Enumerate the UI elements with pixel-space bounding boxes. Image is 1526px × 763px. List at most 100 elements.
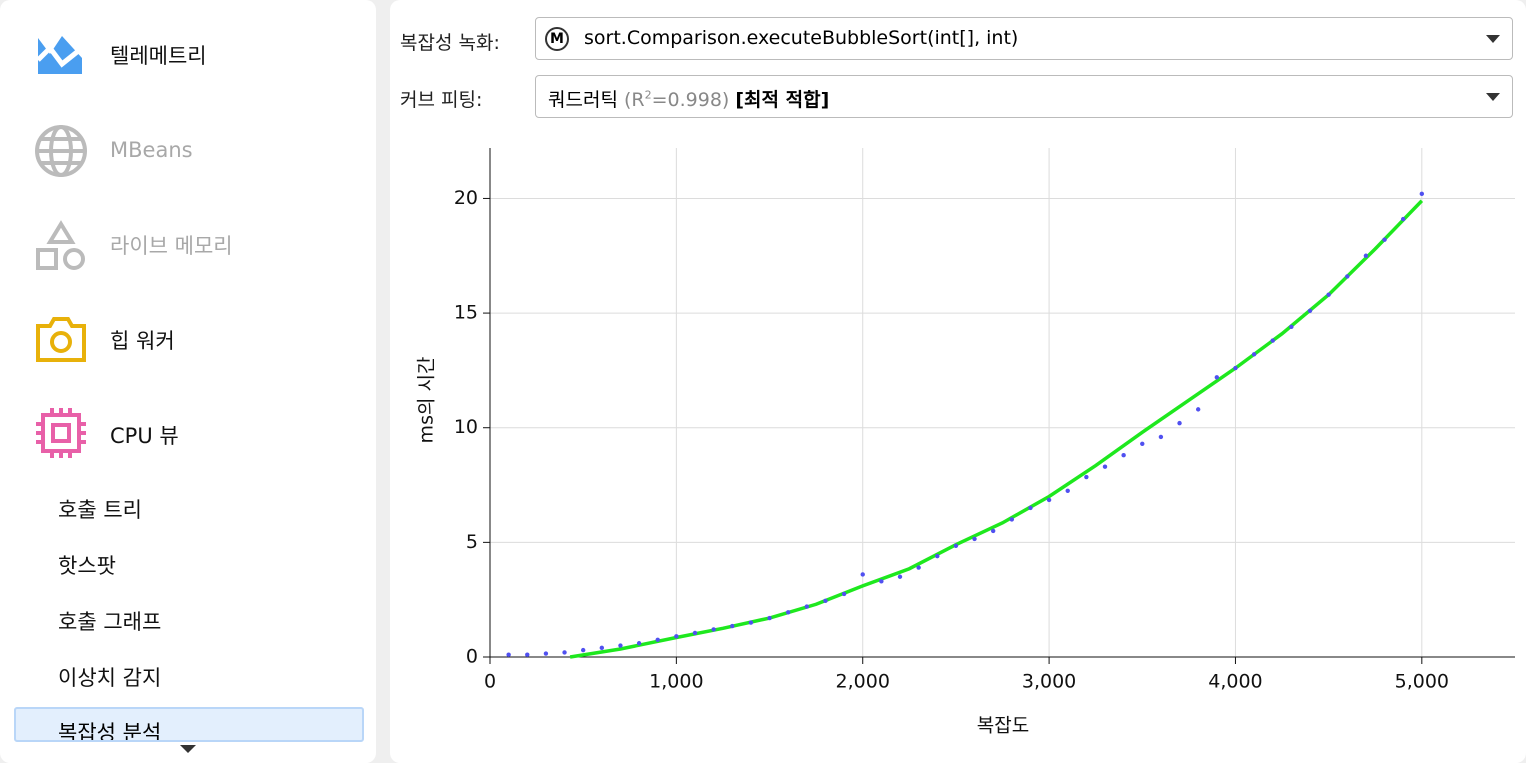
dropdown-caret bbox=[1486, 93, 1500, 101]
data-point bbox=[1270, 338, 1275, 343]
fit-name: 쿼드러틱 bbox=[548, 89, 618, 111]
data-point bbox=[1046, 497, 1052, 503]
nav-item[interactable]: MBeans bbox=[110, 138, 193, 162]
data-point bbox=[730, 623, 735, 629]
data-point bbox=[580, 647, 586, 653]
data-point bbox=[1177, 420, 1182, 426]
fit-dropdown[interactable]: 쿼드러틱 (R2=0.998) [최적 적합] bbox=[535, 75, 1513, 118]
data-point bbox=[1121, 453, 1126, 458]
recording-label: 복잡성 녹화: bbox=[400, 32, 500, 54]
data-point bbox=[1009, 517, 1015, 522]
data-point bbox=[1233, 365, 1238, 371]
data-point bbox=[692, 630, 698, 636]
y-tick-label: 0 bbox=[466, 646, 478, 668]
data-point bbox=[1419, 191, 1425, 197]
chart: ms의 시간 복잡도 0 1,000 2,000 3,000 4,000 5,000 0 5 1… bbox=[416, 148, 1515, 737]
data-point bbox=[1158, 434, 1164, 440]
nav-item[interactable]: CPU 뷰 bbox=[110, 424, 179, 448]
sub-item[interactable]: 호출 그래프 bbox=[58, 610, 162, 634]
data-point bbox=[935, 553, 940, 559]
sub-item[interactable]: 핫스팟 bbox=[58, 554, 116, 578]
data-point bbox=[562, 650, 567, 655]
live-memory-icon bbox=[36, 220, 85, 270]
telemetry-icon bbox=[36, 36, 84, 74]
fit-best: [최적 적합] bbox=[735, 89, 830, 111]
main-panel bbox=[390, 0, 1526, 763]
method-badge: M bbox=[545, 27, 569, 51]
dropdown-caret bbox=[1486, 35, 1500, 43]
x-tick-label: 1,000 bbox=[649, 671, 703, 693]
data-point bbox=[748, 620, 754, 625]
y-tick-label: 20 bbox=[454, 187, 478, 209]
data-point bbox=[1251, 352, 1257, 357]
nav-item[interactable]: 라이브 메모리 bbox=[110, 234, 233, 258]
data-point bbox=[916, 565, 921, 570]
data-point bbox=[1326, 292, 1331, 297]
cpu-icon bbox=[36, 408, 86, 458]
data-point bbox=[1307, 308, 1313, 313]
x-tick-label: 0 bbox=[484, 671, 496, 693]
data-point bbox=[785, 610, 791, 615]
selected-item[interactable]: 복잡성 분석 bbox=[14, 707, 364, 742]
data-point bbox=[1140, 441, 1145, 446]
data-point bbox=[804, 604, 810, 609]
data-point bbox=[1289, 324, 1294, 330]
x-tick-label: 4,000 bbox=[1208, 671, 1262, 693]
mbeans-icon bbox=[35, 125, 87, 177]
data-point bbox=[636, 641, 642, 646]
data-point bbox=[655, 637, 660, 643]
data-point bbox=[1084, 474, 1089, 480]
y-tick-label: 10 bbox=[454, 416, 478, 438]
sub-item[interactable]: 이상치 감지 bbox=[58, 666, 162, 690]
data-point bbox=[711, 627, 716, 632]
data-point bbox=[1102, 464, 1108, 469]
data-point bbox=[1363, 253, 1369, 258]
data-point bbox=[506, 652, 511, 657]
data-point bbox=[543, 651, 549, 656]
sub-item[interactable]: 호출 트리 bbox=[58, 498, 142, 522]
y-tick-label: 15 bbox=[454, 302, 478, 324]
data-point bbox=[1195, 407, 1201, 412]
y-tick-label: 5 bbox=[466, 531, 478, 553]
y-axis-label: ms의 시간 bbox=[416, 357, 438, 444]
fit-value: 쿼드러틱 (R2=0.998) [최적 적합] bbox=[548, 85, 829, 112]
data-point bbox=[674, 634, 679, 639]
data-point bbox=[972, 536, 977, 542]
data-point bbox=[823, 598, 828, 604]
data-point bbox=[897, 574, 903, 579]
recording-dropdown[interactable]: M sort.Comparison.executeBubbleSort(int[… bbox=[535, 17, 1513, 60]
r2-exp: 2 bbox=[644, 88, 652, 102]
sub-item[interactable]: 복잡성 분석 bbox=[58, 721, 162, 742]
data-point bbox=[1345, 274, 1350, 279]
x-tick-label: 2,000 bbox=[836, 671, 890, 693]
nav-item[interactable]: 힙 워커 bbox=[110, 329, 175, 353]
data-point bbox=[860, 572, 865, 577]
r2-value: =0.998) bbox=[651, 89, 730, 111]
data-point bbox=[525, 652, 530, 657]
data-point bbox=[841, 591, 847, 597]
recording-value: sort.Comparison.executeBubbleSort(int[],… bbox=[584, 27, 1019, 49]
data-point bbox=[599, 645, 605, 651]
data-point bbox=[767, 615, 772, 621]
data-point bbox=[1382, 237, 1387, 242]
data-point bbox=[1400, 216, 1406, 222]
data-point bbox=[1028, 505, 1033, 511]
data-point bbox=[990, 528, 996, 534]
data-point bbox=[879, 579, 884, 584]
nav-item[interactable]: 텔레메트리 bbox=[110, 44, 207, 68]
heap-walker-icon bbox=[36, 317, 86, 362]
fit-curve bbox=[569, 199, 1424, 659]
x-tick-label: 3,000 bbox=[1022, 671, 1076, 693]
data-point bbox=[1214, 375, 1220, 380]
x-tick-label: 5,000 bbox=[1395, 671, 1449, 693]
data-point bbox=[1065, 488, 1070, 493]
fit-r2: (R2=0.998) bbox=[624, 89, 729, 111]
fit-label: 커브 피팅: bbox=[400, 89, 483, 111]
data-point bbox=[618, 643, 623, 648]
sidebar: 텔레메트리 MBeans 라이브 메모리 힙 워커 CPU 뷰 호출 트리 핫스… bbox=[0, 0, 376, 763]
scroll-arrow[interactable] bbox=[180, 745, 196, 753]
x-axis-label: 복잡도 bbox=[977, 715, 1029, 737]
data-point bbox=[953, 543, 959, 548]
r2-prefix: (R bbox=[623, 89, 645, 111]
